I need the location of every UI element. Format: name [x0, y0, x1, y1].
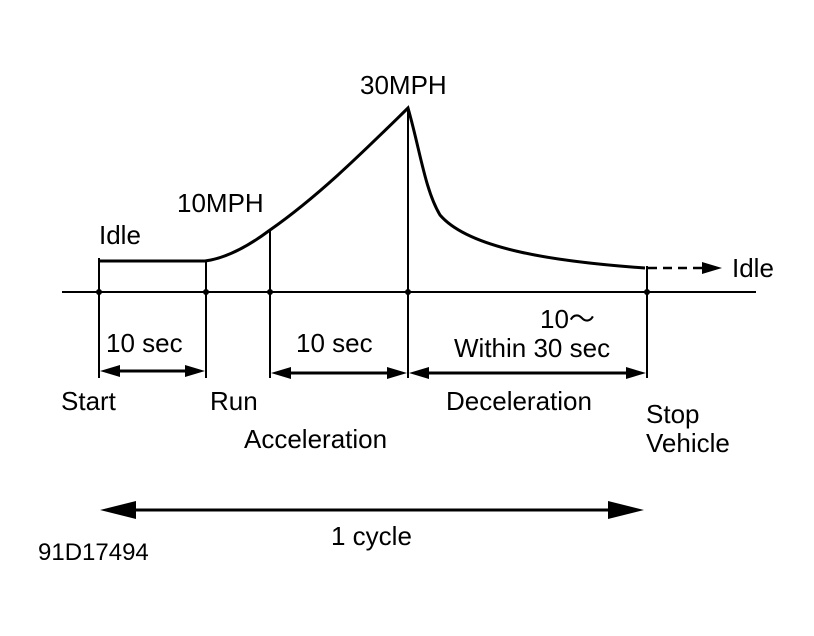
phase-deceleration-label: Deceleration — [446, 386, 592, 416]
axis-dot-peak — [405, 289, 411, 295]
axis-dot-stop — [644, 289, 650, 295]
interval-1-arrowhead-left — [100, 365, 120, 377]
peak-speed-label: 30MPH — [360, 70, 447, 100]
idle-label-start: Idle — [99, 220, 141, 250]
figure-id: 91D17494 — [38, 539, 149, 566]
phase-acceleration-label: Acceleration — [244, 424, 387, 454]
interval-3-arrowhead-left — [409, 367, 429, 379]
phase-run-label: Run — [210, 386, 258, 416]
interval-3-arrowhead-right — [626, 367, 646, 379]
axis-dot-acceleration — [267, 289, 273, 295]
interval-3-label-line2: Within 30 sec — [454, 333, 610, 363]
mid-speed-label: 10MPH — [177, 188, 264, 218]
interval-1-arrowhead-right — [185, 365, 205, 377]
phase-stop-label-line2: Vehicle — [646, 428, 730, 458]
cycle-arrowhead-left — [100, 501, 136, 519]
phase-stop-label-line1: Stop — [646, 399, 700, 429]
axis-dot-start — [96, 289, 102, 295]
interval-2-label: 10 sec — [296, 328, 373, 358]
phase-start-label: Start — [61, 386, 117, 416]
axis-dot-run — [203, 289, 209, 295]
interval-2-arrowhead-right — [387, 367, 407, 379]
cycle-arrowhead-right — [608, 501, 644, 519]
interval-2-arrowhead-left — [271, 367, 291, 379]
idle-label-end: Idle — [732, 253, 774, 283]
idle-continuation-arrowhead — [702, 262, 722, 274]
cycle-label: 1 cycle — [331, 521, 412, 551]
interval-1-label: 10 sec — [106, 328, 183, 358]
interval-3-label-line1: 10～ — [540, 304, 595, 334]
